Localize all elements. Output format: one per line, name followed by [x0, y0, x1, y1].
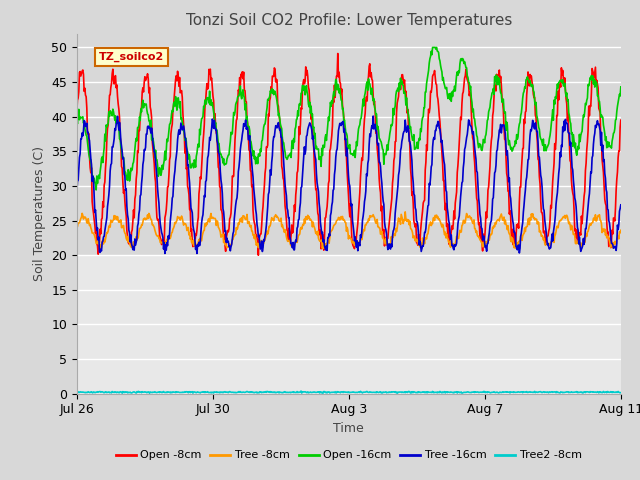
Line: Open -8cm: Open -8cm	[77, 53, 621, 255]
Open -16cm	[136, 114, 143, 120]
Tree2 -8cm	[183, 389, 191, 395]
Tree -8cm	[147, 216, 155, 222]
Tree -8cm	[73, 224, 81, 230]
Tree2 -8cm	[394, 390, 401, 396]
Tree -16cm	[73, 192, 81, 197]
Tree -8cm	[184, 227, 191, 232]
Open -8cm	[356, 190, 364, 195]
Tree -16cm	[402, 124, 410, 130]
Open -8cm	[617, 117, 625, 123]
Open -16cm	[401, 91, 409, 97]
Y-axis label: Soil Temperatures (C): Soil Temperatures (C)	[33, 146, 45, 281]
Tree -16cm	[369, 113, 377, 119]
Title: Tonzi Soil CO2 Profile: Lower Temperatures: Tonzi Soil CO2 Profile: Lower Temperatur…	[186, 13, 512, 28]
Tree -8cm	[136, 226, 143, 231]
Tree -16cm	[147, 127, 154, 132]
Tree -8cm	[617, 228, 625, 233]
Tree -16cm	[183, 147, 191, 153]
Tree -8cm	[490, 223, 498, 228]
Line: Tree -16cm: Tree -16cm	[77, 116, 621, 253]
Tree -8cm	[355, 239, 363, 245]
Text: TZ_soilco2: TZ_soilco2	[99, 51, 164, 62]
Tree -16cm	[193, 251, 201, 256]
Tree -16cm	[617, 202, 625, 208]
Open -16cm	[429, 45, 436, 50]
Open -16cm	[355, 123, 363, 129]
Tree -16cm	[135, 211, 143, 217]
Open -8cm	[183, 165, 191, 170]
Tree -8cm	[401, 209, 409, 215]
Line: Open -16cm: Open -16cm	[77, 48, 621, 190]
Open -8cm	[255, 252, 262, 258]
Open -8cm	[490, 95, 498, 101]
X-axis label: Time: Time	[333, 422, 364, 435]
Open -16cm	[490, 92, 498, 97]
Open -8cm	[402, 88, 410, 94]
Line: Tree2 -8cm: Tree2 -8cm	[77, 391, 621, 393]
Open -8cm	[147, 104, 154, 110]
Open -8cm	[73, 109, 81, 115]
Legend: Open -8cm, Tree -8cm, Open -16cm, Tree -16cm, Tree2 -8cm: Open -8cm, Tree -8cm, Open -16cm, Tree -…	[111, 446, 586, 465]
Tree -8cm	[97, 247, 105, 253]
Open -16cm	[184, 149, 191, 155]
Open -8cm	[334, 50, 342, 56]
Line: Tree -8cm: Tree -8cm	[77, 212, 621, 250]
Tree -8cm	[402, 216, 410, 222]
Tree -16cm	[490, 182, 498, 188]
Tree2 -8cm	[147, 389, 154, 395]
Tree -16cm	[355, 240, 363, 246]
Tree2 -8cm	[490, 389, 498, 395]
Tree2 -8cm	[73, 389, 81, 395]
Tree2 -8cm	[297, 388, 305, 394]
Tree2 -8cm	[135, 389, 143, 395]
Bar	[77, 34, 621, 255]
Bar	[77, 255, 621, 394]
Open -16cm	[147, 117, 155, 123]
Open -8cm	[135, 127, 143, 133]
Tree2 -8cm	[617, 390, 625, 396]
Open -16cm	[73, 117, 81, 123]
Tree2 -8cm	[355, 389, 363, 395]
Open -16cm	[617, 84, 625, 90]
Open -16cm	[92, 187, 100, 193]
Tree2 -8cm	[402, 389, 410, 395]
